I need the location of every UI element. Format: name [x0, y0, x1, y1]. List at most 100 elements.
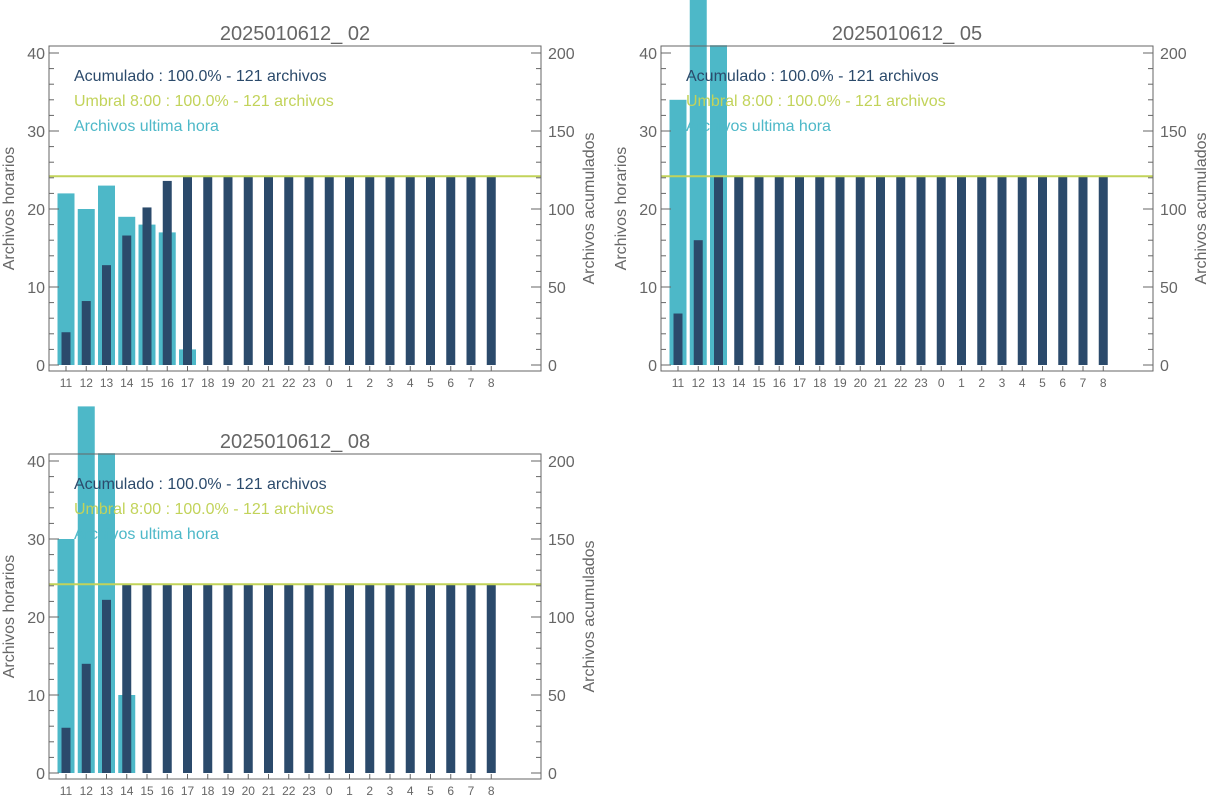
right-tick-label: 100 — [548, 202, 575, 219]
x-tick-label: 8 — [488, 784, 495, 796]
cumulative-bar — [243, 584, 253, 773]
x-tick-label: 19 — [221, 376, 235, 390]
x-tick-label: 13 — [100, 784, 114, 796]
cumulative-bar — [223, 176, 233, 365]
left-tick-label: 30 — [639, 124, 657, 141]
cumulative-bar — [385, 584, 395, 773]
cumulative-bar — [142, 584, 152, 773]
left-tick-label: 0 — [36, 358, 45, 375]
x-tick-label: 20 — [854, 376, 868, 390]
chart-title: 2025010612_ 02 — [220, 23, 370, 45]
x-tick-label: 15 — [752, 376, 766, 390]
right-tick-label: 100 — [1160, 202, 1187, 219]
cumulative-bar — [61, 332, 71, 365]
cumulative-bars — [61, 176, 496, 365]
left-tick-label: 20 — [639, 202, 657, 219]
cumulative-bar — [815, 176, 825, 365]
cumulative-bar — [876, 176, 885, 365]
cumulative-bar — [385, 176, 395, 365]
x-tick-label: 15 — [140, 376, 154, 390]
cumulative-bar — [324, 176, 334, 365]
right-axis: 0 50 100 150 200 — [531, 46, 575, 375]
cumulative-bar — [936, 176, 946, 365]
cumulative-bars — [673, 176, 1108, 365]
cumulative-bar — [673, 313, 683, 365]
left-tick-label: 30 — [27, 124, 45, 141]
x-tick-label: 8 — [488, 376, 495, 390]
cumulative-bar — [426, 584, 435, 773]
cumulative-bar — [102, 265, 111, 365]
cumulative-bar — [324, 584, 334, 773]
cumulative-bar — [345, 176, 354, 365]
cumulative-bar — [734, 176, 744, 365]
cumulative-bar — [835, 176, 845, 365]
cumulative-bar — [446, 176, 456, 365]
cumulative-bar — [102, 599, 111, 773]
chart-title: 2025010612_ 08 — [220, 431, 370, 453]
cumulative-bar — [162, 180, 172, 365]
x-tick-label: 17 — [793, 376, 807, 390]
legend: Acumulado : 100.0% - 121 archivos Umbral … — [74, 476, 334, 543]
left-axis-title: Archivos horarios — [1, 555, 18, 679]
cumulative-bar — [203, 584, 213, 773]
cumulative-bar — [122, 584, 132, 773]
cumulative-bar — [162, 584, 172, 773]
x-tick-label: 4 — [407, 376, 414, 390]
right-axis-title: Archivos acumulados — [581, 132, 598, 284]
left-tick-label: 10 — [27, 280, 45, 297]
x-tick-label: 16 — [161, 784, 175, 796]
cumulative-bar — [916, 176, 926, 365]
x-tick-label: 23 — [302, 376, 316, 390]
x-tick-label: 21 — [262, 784, 276, 796]
x-tick-label: 7 — [468, 376, 475, 390]
right-tick-label: 0 — [1160, 358, 1169, 375]
x-tick-label: 14 — [120, 784, 134, 796]
cumulative-bar — [486, 176, 496, 365]
cumulative-bar — [754, 176, 764, 365]
x-axis: 11 12 13 14 15 16 17 18 19 20 21 22 23 0 1 2 3 4 5 6 7 8 — [672, 366, 1107, 390]
right-tick-label: 0 — [548, 766, 557, 783]
cumulative-bar — [264, 584, 273, 773]
cumulative-bar — [304, 176, 314, 365]
x-tick-label: 21 — [262, 376, 276, 390]
right-axis-title: Archivos acumulados — [1193, 132, 1206, 284]
cumulative-bar — [304, 584, 314, 773]
x-tick-label: 4 — [1019, 376, 1026, 390]
x-tick-label: 1 — [958, 376, 965, 390]
x-tick-label: 16 — [773, 376, 787, 390]
x-tick-label: 17 — [181, 376, 195, 390]
x-tick-label: 5 — [427, 376, 434, 390]
right-tick-label: 200 — [1160, 46, 1187, 63]
left-axis: 0 10 20 30 40 — [27, 454, 59, 783]
x-tick-label: 22 — [282, 376, 296, 390]
legend-entry: Umbral 8:00 : 100.0% - 121 archivos — [686, 93, 946, 110]
left-tick-label: 30 — [27, 532, 45, 549]
x-tick-label: 20 — [242, 784, 256, 796]
x-tick-label: 2 — [978, 376, 985, 390]
cumulative-bars — [61, 584, 496, 773]
x-tick-label: 13 — [100, 376, 114, 390]
cumulative-bar — [81, 301, 91, 365]
x-tick-label: 22 — [282, 784, 296, 796]
left-tick-label: 10 — [27, 688, 45, 705]
cumulative-bar — [284, 584, 294, 773]
left-tick-label: 10 — [639, 280, 657, 297]
x-tick-label: 14 — [120, 376, 134, 390]
left-axis: 0 10 20 30 40 — [639, 46, 671, 375]
x-tick-label: 5 — [427, 784, 434, 796]
left-tick-label: 0 — [36, 766, 45, 783]
cumulative-bar — [1058, 176, 1068, 365]
cumulative-bar — [405, 584, 415, 773]
cumulative-bar — [795, 176, 804, 365]
x-tick-label: 11 — [60, 784, 73, 796]
right-tick-label: 50 — [548, 688, 566, 705]
cumulative-bar — [1078, 176, 1088, 365]
x-tick-label: 3 — [999, 376, 1006, 390]
cumulative-bar — [466, 584, 476, 773]
x-tick-label: 0 — [326, 784, 333, 796]
x-tick-label: 12 — [692, 376, 706, 390]
cumulative-bar — [284, 176, 294, 365]
cumulative-bar — [122, 235, 132, 365]
